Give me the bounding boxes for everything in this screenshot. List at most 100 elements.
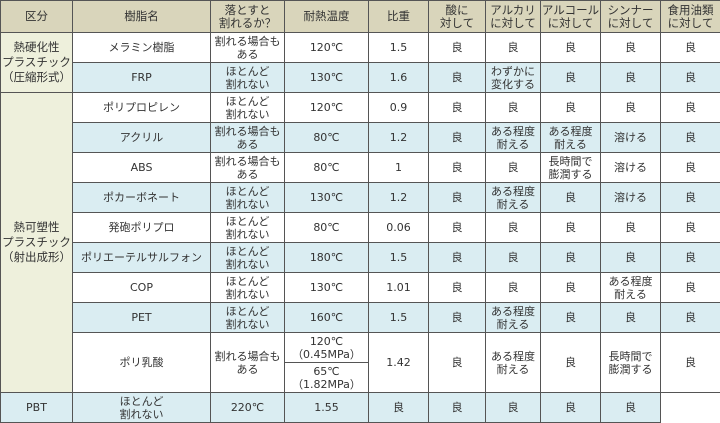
cell-thinner: 溶ける [601,183,661,213]
cell-alkali: 良 [486,213,541,243]
cell-sg: 0.06 [369,213,429,243]
cell-sg: 1.5 [369,303,429,333]
cell-name: メラミン樹脂 [73,33,211,63]
cell-alkali: 良 [486,273,541,303]
cell-thinner: 溶ける [601,123,661,153]
cell-thinner: 溶ける [601,153,661,183]
header-acid: 酸に 対して [429,1,486,33]
cell-heat: 130℃ [285,63,369,93]
cell-alkali: わずかに 変化する [486,63,541,93]
cell-oil: 良 [661,33,720,63]
cell-name: ポカーボネート [73,183,211,213]
cell-heat2: 65℃ （1.82MPa） [285,363,369,393]
cell-oil: 良 [661,183,720,213]
cell-thinner: 良 [541,393,601,423]
cell-name: PBT [1,393,73,423]
cell-oil: 良 [661,213,720,243]
cell-thinner: 良 [601,243,661,273]
cell-heat: 80℃ [285,213,369,243]
cell-acid: 良 [429,93,486,123]
cell-sg: 1.01 [369,273,429,303]
header-drop: 落とすと 割れるか？ [211,1,285,33]
cell-drop: ほとんど 割れない [211,213,285,243]
cell-alcohol: 良 [541,273,601,303]
cell-thinner: 良 [601,93,661,123]
cell-alkali: 良 [486,243,541,273]
cell-heat: 130℃ [285,273,369,303]
cell-name: COP [73,273,211,303]
cell-alcohol: 良 [541,213,601,243]
cell-thinner: 良 [601,213,661,243]
cell-acid: 良 [429,303,486,333]
cell-drop: 割れる場合も ある [211,153,285,183]
cell-heat: 220℃ [211,393,285,423]
cell-alcohol: 良 [486,393,541,423]
cell-name: ポリエーテルサルフォン [73,243,211,273]
cell-alcohol: 良 [541,333,601,393]
cell-acid: 良 [429,153,486,183]
cell-name: 発砲ポリプロ [73,213,211,243]
header-category: 区分 [1,1,73,33]
cell-drop: ほとんど 割れない [211,93,285,123]
header-specific-gravity: 比重 [369,1,429,33]
cell-heat: 120℃ [285,93,369,123]
cell-name: ABS [73,153,211,183]
cell-oil: 良 [661,63,720,93]
cell-alcohol: 良 [541,243,601,273]
cell-sg: 1.2 [369,123,429,153]
cell-heat: 180℃ [285,243,369,273]
cell-sg: 1 [369,153,429,183]
cell-sg: 1.5 [369,243,429,273]
cell-acid: 良 [429,243,486,273]
cell-drop: ほとんど 割れない [211,183,285,213]
cell-sg: 1.42 [369,333,429,393]
cell-sg: 1.5 [369,33,429,63]
cell-alkali: 良 [429,393,486,423]
cell-name: PET [73,303,211,333]
cell-oil: 良 [661,333,720,393]
cell-thinner: 良 [601,33,661,63]
cell-acid: 良 [429,123,486,153]
cell-oil: 良 [661,273,720,303]
cell-sg: 1.6 [369,63,429,93]
header-alcohol: アルコール に対して [541,1,601,33]
cell-thinner: 良 [601,63,661,93]
cell-oil: 良 [661,303,720,333]
cell-alcohol: 良 [541,303,601,333]
category-thermoplastic: 熱可塑性 プラスチック （射出成形） [1,93,73,393]
header-row: 区分樹脂名落とすと 割れるか？耐熱温度比重酸に 対してアルカリ に対してアルコー… [1,1,720,33]
cell-oil: 良 [601,393,661,423]
cell-drop: ほとんど 割れない [211,273,285,303]
cell-alkali: ある程度 耐える [486,123,541,153]
cell-alkali: 良 [486,153,541,183]
cell-heat: 120℃ [285,33,369,63]
cell-alcohol: ある程度 耐える [541,123,601,153]
cell-name: ポリ乳酸 [73,333,211,393]
cell-sg: 1.55 [285,393,369,423]
cell-sg: 1.2 [369,183,429,213]
cell-alcohol: 良 [541,93,601,123]
cell-alkali: ある程度 耐える [486,183,541,213]
cell-oil: 良 [661,243,720,273]
cell-thinner: ある程度 耐える [601,273,661,303]
cell-heat: 160℃ [285,303,369,333]
cell-acid: 良 [429,213,486,243]
cell-alcohol: 長時間で 膨潤する [541,153,601,183]
cell-acid: 良 [429,273,486,303]
cell-alcohol: 良 [541,33,601,63]
cell-drop: ほとんど 割れない [211,303,285,333]
cell-acid: 良 [429,63,486,93]
cell-alkali: 良 [486,93,541,123]
cell-heat: 80℃ [285,153,369,183]
cell-name: FRP [73,63,211,93]
cell-thinner: 良 [601,303,661,333]
